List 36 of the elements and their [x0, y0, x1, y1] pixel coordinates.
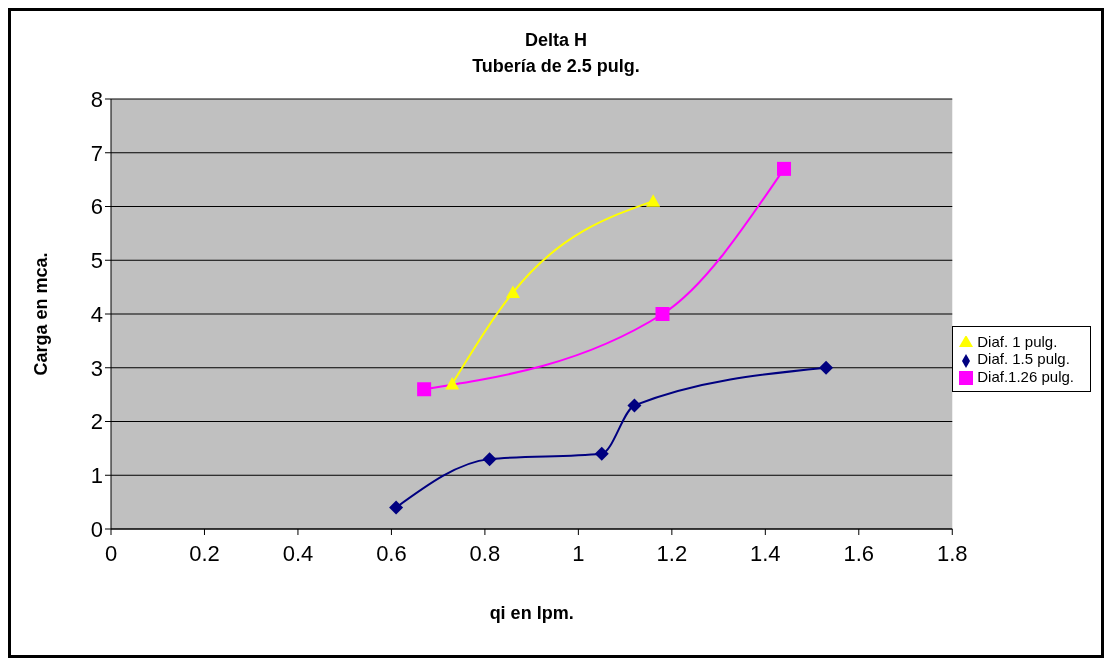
y-tick-label: 0	[90, 516, 103, 542]
legend-label: Diaf. 1 pulg.	[977, 333, 1058, 351]
x-tick-label: 1.2	[656, 540, 688, 566]
x-tick-label: 0.2	[189, 540, 220, 566]
point	[627, 398, 642, 413]
point	[777, 161, 792, 176]
x-tick-label: 1	[572, 540, 585, 566]
point	[417, 382, 432, 397]
point	[482, 452, 497, 467]
y-tick-label: 7	[90, 140, 103, 166]
y-tick-label: 3	[90, 355, 103, 381]
point	[445, 376, 460, 390]
legend-label: Diaf.1.26 pulg.	[977, 367, 1074, 385]
y-tick-label: 4	[90, 301, 103, 327]
x-tick-label: 1.4	[750, 540, 781, 566]
x-axis-title: qi en lpm.	[489, 603, 574, 623]
point	[505, 285, 520, 299]
x-tick-label: 1.6	[843, 540, 875, 566]
x-tick-label: 0.4	[282, 540, 314, 566]
point	[819, 360, 834, 375]
y-tick-label: 2	[90, 409, 103, 435]
point	[655, 307, 670, 321]
point	[389, 500, 404, 515]
chart-title: Delta H	[524, 29, 588, 52]
x-tick-label: 0.8	[469, 540, 501, 566]
chart-subtitle: Tubería de 2.5 pulg.	[471, 55, 641, 78]
point	[594, 446, 609, 461]
y-tick-label: 6	[90, 194, 103, 220]
y-tick-label: 8	[90, 86, 103, 112]
y-tick-label: 1	[90, 463, 103, 489]
legend-label: Diaf. 1.5 pulg.	[977, 350, 1070, 368]
point	[646, 194, 661, 207]
y-axis-title: Carga en mca.	[31, 252, 52, 376]
x-tick-label: 0.6	[376, 540, 407, 566]
y-tick-label: 5	[90, 248, 103, 274]
x-tick-label: 1.8	[936, 540, 968, 566]
